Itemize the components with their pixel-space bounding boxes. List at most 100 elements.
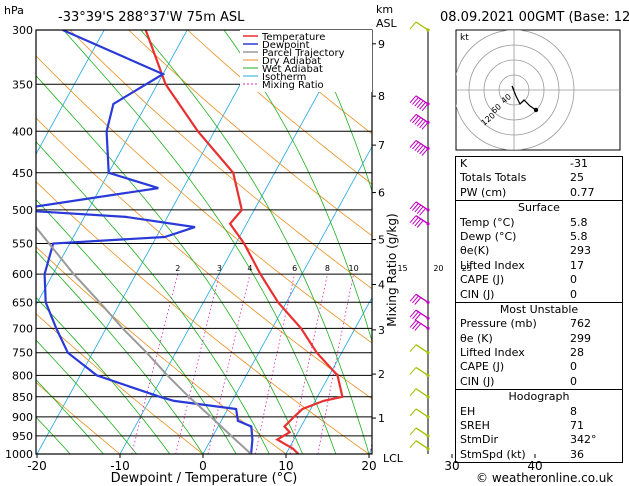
wind-barb (409, 113, 430, 130)
isotherm-line (202, 145, 372, 454)
legend-label-wet-adiabat: Wet Adiabat (262, 64, 323, 75)
most-unstable-row: CIN (J) 0 (460, 374, 577, 388)
temperature-line (144, 30, 344, 454)
surface-row: CIN (J) 0 (460, 287, 577, 301)
most-unstable-row: Pressure (mb) 762 (460, 317, 591, 331)
pressure-tick-label: 300 (12, 24, 33, 37)
pressure-tick-label: 650 (12, 296, 33, 309)
x-tick-label: 0 (199, 459, 207, 473)
most-unstable-row: Lifted Index 28 (460, 346, 584, 360)
datetime-title: 08.09.2021 00GMT (Base: 12) (440, 10, 629, 25)
wet-adiabat-line (305, 30, 372, 193)
surface-title: Surface (518, 201, 560, 215)
most-unstable-title: Most Unstable (499, 302, 579, 316)
credit-text: © weatheronline.co.uk (476, 471, 613, 485)
mixing-ratio-line (175, 273, 220, 454)
parcel-trajectory-line (36, 225, 252, 454)
dry-adiabat-line (36, 313, 204, 454)
pressure-tick-label: 500 (12, 204, 33, 217)
km-tick-label: 6 (378, 187, 385, 200)
location-title: -33°39'S 288°37'W 75m ASL (58, 10, 245, 25)
legend-label-parcel: Parcel Trajectory (262, 48, 345, 59)
hodograph-trace (511, 85, 537, 111)
indices-hodograph: Hodograph EH 8 SREH 71 StmDir 342° StmSpd (… (456, 389, 622, 462)
wind-barb (409, 440, 430, 451)
hodograph-row: StmDir 342° (460, 433, 597, 447)
mixing-ratio-tick-label: 25 (462, 264, 472, 273)
mixing-ratio-tick-label: 10 (349, 264, 359, 273)
hodograph-row: StmSpd (kt) 36 (460, 447, 584, 461)
km-label: km (376, 3, 393, 16)
km-tick-label: 7 (378, 139, 385, 152)
legend-label-temperature: Temperature (261, 32, 325, 43)
hpa-label: hPa (4, 4, 24, 17)
legend-label-isotherm: Isotherm (262, 72, 306, 83)
hodograph-row: SREH 71 (460, 419, 584, 433)
wind-barbs (409, 21, 430, 454)
legend-label-mixing-ratio: Mixing Ratio (262, 80, 324, 91)
asl-label: ASL (376, 17, 398, 30)
km-tick-label: 1 (378, 412, 385, 425)
index-row-pw: PW (cm) 0.77 (460, 185, 595, 199)
wind-barb (409, 95, 430, 112)
wind-barb (409, 293, 430, 305)
pressure-tick-label: 350 (12, 78, 33, 91)
wet-adiabat-line (140, 30, 370, 454)
mixing-ratio-tick-label: 3 (217, 264, 222, 273)
wind-barb (409, 319, 430, 331)
mixing-ratio-line (408, 274, 438, 454)
dry-adiabat-line (128, 30, 372, 237)
storm-motion-marker (533, 107, 539, 113)
x-tick-label: 20 (361, 459, 376, 473)
wind-barb (409, 309, 430, 321)
legend-label-dewpoint: Dewpoint (262, 40, 310, 51)
pressure-tick-label: 550 (12, 237, 33, 250)
hodograph-row: EH 8 (460, 404, 577, 418)
hodograph-title: Hodograph (508, 390, 570, 404)
mixing-ratio-line (289, 274, 328, 454)
plot-frame (35, 29, 373, 455)
wind-barb (409, 139, 430, 156)
wind-barb (409, 427, 430, 438)
pressure-tick-label: 750 (12, 347, 33, 360)
pressure-tick-label: 400 (12, 125, 33, 138)
dry-adiabat-line (36, 181, 370, 454)
km-tick-label: 5 (378, 234, 385, 247)
index-row-k: K -31 (460, 157, 588, 170)
mixing-ratio-tick-label: 15 (397, 264, 407, 273)
most-unstable-row: θe (K) 299 (460, 331, 591, 345)
x-tick-label: -10 (110, 459, 130, 473)
mixing-ratio-line (255, 274, 295, 454)
wind-barb (409, 388, 430, 399)
surface-row: θe(K) 293 (460, 244, 591, 258)
dry-adiabat-line (69, 30, 372, 290)
surface-row: Dewp (°C) 5.8 (460, 229, 588, 243)
surface-row: Temp (°C) 5.8 (460, 215, 588, 229)
lcl-label: LCL (383, 452, 404, 465)
indices-table: K -31 Totals Totals 25 PW (cm) 0.77 Surface… (455, 156, 623, 464)
mixing-ratio-line (131, 273, 179, 454)
mixing-ratio-tick-label: 20 (433, 264, 443, 273)
wet-adiabat-line (36, 141, 270, 454)
indices-general: K -31 Totals Totals 25 PW (cm) 0.77 (456, 157, 622, 200)
km-tick-label: 4 (378, 279, 385, 292)
wet-adiabat-line (36, 379, 104, 454)
pressure-tick-label: 850 (12, 391, 33, 404)
km-tick-label: 3 (378, 324, 385, 337)
isotherm-line (285, 296, 372, 454)
x-tick-label: 10 (278, 459, 293, 473)
surface-row: CAPE (J) 0 (460, 273, 577, 287)
indices-most-unstable: Most Unstable Pressure (mb) 762 θe (K) 299… (456, 301, 622, 389)
legend-label-dry-adiabat: Dry Adiabat (262, 56, 321, 67)
wet-adiabat-line (36, 416, 71, 454)
wind-barb (409, 366, 430, 378)
hodograph-unit-label: kt (460, 33, 469, 43)
x-axis-label: Dewpoint / Temperature (°C) (111, 471, 298, 486)
wind-barb (409, 408, 430, 419)
dewpoint-line (36, 30, 254, 454)
mixing-ratio-tick-label: 2 (175, 264, 180, 273)
pressure-tick-label: 1000 (5, 448, 33, 461)
wind-barb (409, 344, 430, 355)
